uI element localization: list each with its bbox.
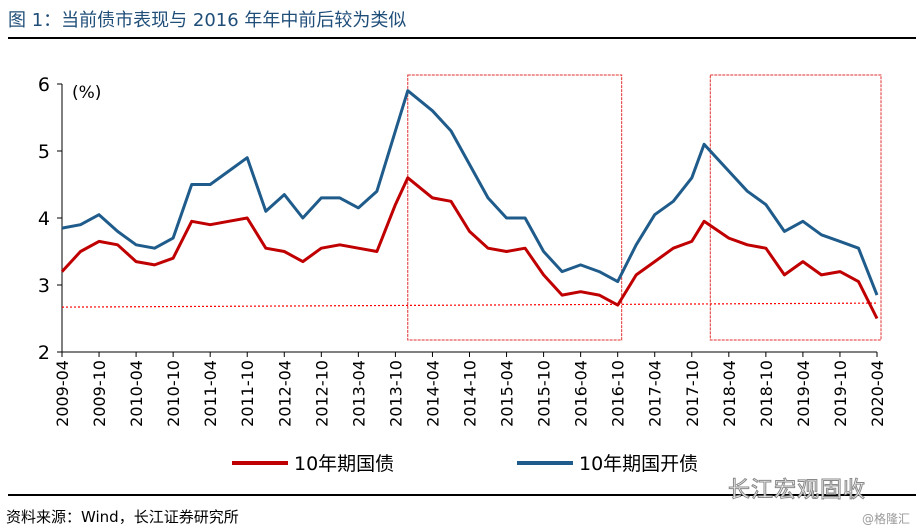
x-tick-label: 2012-10 [312, 360, 331, 427]
x-tick-label: 2014-04 [423, 360, 442, 427]
x-tick-label: 2012-04 [275, 360, 294, 427]
x-tick-label: 2011-10 [238, 360, 257, 427]
chart-title: 图 1：当前债市表现与 2016 年年中前后较为类似 [8, 10, 407, 31]
x-tick-label: 2014-10 [461, 360, 480, 427]
y-axis-label: (%) [72, 83, 101, 103]
line-chart: 2 3 4 5 6 (%) 2009-04 2009-10 2010-04 2010-10 2011… [38, 74, 887, 475]
x-tick-label: 2019-10 [831, 360, 850, 427]
x-tick-label: 2017-10 [683, 360, 702, 427]
series-line-cdb [61, 89, 879, 296]
reference-line [61, 302, 878, 308]
x-tick-label: 2009-04 [53, 360, 72, 427]
x-tick-label: 2020-04 [868, 360, 887, 427]
y-tick-label: 3 [38, 275, 50, 297]
x-tick-label: 2017-04 [646, 360, 665, 427]
x-tick-label: 2018-10 [757, 360, 776, 427]
x-tick-label: 2016-04 [572, 360, 591, 427]
x-tick-label: 2016-10 [609, 360, 628, 427]
x-tick-label: 2018-04 [720, 360, 739, 427]
x-tick-label: 2015-04 [498, 360, 517, 427]
y-tick-label: 4 [38, 208, 50, 230]
y-tick-label: 6 [38, 74, 50, 96]
footer-rule [8, 494, 916, 496]
x-tick-label: 2019-04 [794, 360, 813, 427]
highlight-box [709, 74, 882, 341]
watermark-secondary: @格隆汇 [862, 512, 911, 526]
legend-label: 10年期国开债 [579, 453, 698, 475]
y-tick-label: 2 [38, 342, 50, 364]
legend-label: 10年期国债 [294, 453, 394, 475]
x-tick-label: 2013-10 [386, 360, 405, 427]
x-tick-label: 2013-04 [349, 360, 368, 427]
highlight-box [407, 74, 623, 341]
x-tick-label: 2011-04 [201, 360, 220, 427]
y-tick-label: 5 [38, 141, 50, 163]
source-note: 资料来源：Wind，长江证券研究所 [6, 508, 239, 526]
watermark: 长江宏观固收 [727, 478, 867, 504]
x-tick-label: 2010-10 [164, 360, 183, 427]
x-tick-label: 2009-10 [90, 360, 109, 427]
series-line-gov [60, 176, 879, 320]
x-tick-label: 2015-10 [535, 360, 554, 427]
header-rule [8, 37, 916, 39]
x-tick-label: 2010-04 [127, 360, 146, 427]
